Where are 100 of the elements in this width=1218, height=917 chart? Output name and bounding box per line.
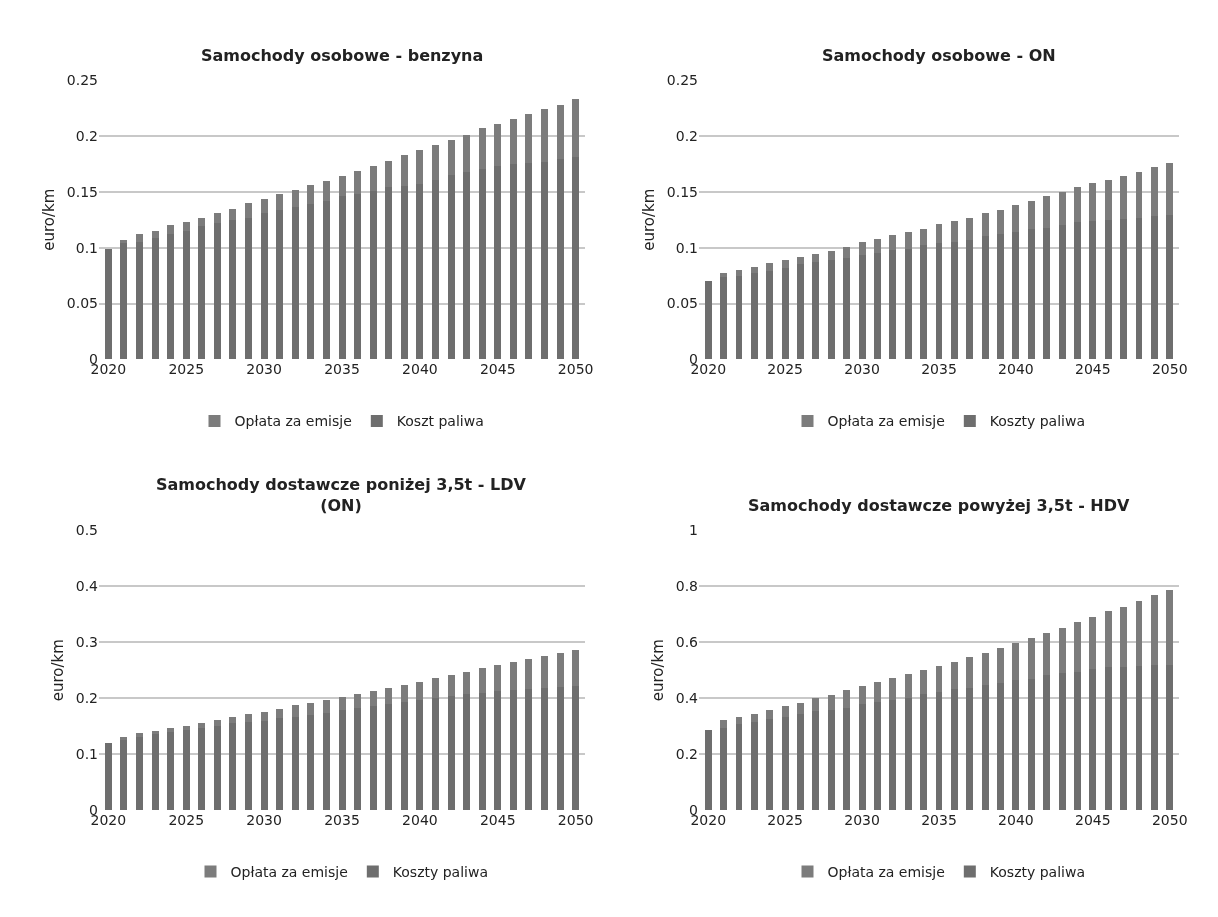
bar [541, 161, 548, 360]
bar [797, 702, 804, 714]
bar [494, 166, 502, 360]
bar [120, 737, 128, 740]
bar [1074, 187, 1081, 222]
bar [525, 113, 533, 163]
bar [1150, 665, 1158, 810]
bar [338, 196, 346, 360]
bar [1027, 678, 1035, 810]
bar [1120, 667, 1128, 810]
bar [1043, 675, 1051, 810]
bar [812, 254, 820, 263]
bar [525, 162, 533, 360]
legend-label: Opłata za emisje [230, 863, 348, 880]
bar [463, 671, 471, 695]
bar [750, 713, 758, 722]
bar [400, 154, 408, 187]
bar [1058, 191, 1066, 226]
legend-label: Koszt paliwa [396, 413, 484, 430]
y-tick-label: 1 [689, 522, 698, 539]
bar [1120, 218, 1128, 360]
bar [1120, 176, 1128, 219]
bar [541, 688, 548, 810]
bar [1074, 221, 1081, 360]
x-tick-label: 2050 [557, 811, 594, 828]
bar [245, 217, 253, 360]
bar [827, 694, 835, 710]
bar [307, 204, 315, 360]
x-tick-label: 2040 [998, 811, 1034, 828]
bar [920, 228, 928, 246]
bar [1012, 232, 1020, 360]
bar [858, 704, 866, 810]
bar [1089, 220, 1097, 360]
y-axis-title: euro/km [40, 188, 59, 251]
bar [447, 175, 455, 360]
bar [766, 271, 774, 360]
bar [245, 202, 253, 218]
chart-title: Samochody osobowe - benzyna [201, 46, 484, 65]
bar [400, 684, 408, 702]
bar [509, 661, 517, 690]
bar [858, 255, 866, 360]
bar [182, 221, 190, 231]
bar [797, 256, 804, 265]
bar [167, 727, 175, 733]
x-tick-label: 2040 [998, 361, 1034, 378]
bar [827, 251, 835, 260]
bar [827, 259, 835, 360]
bar [338, 176, 346, 197]
bar [369, 166, 377, 191]
bar [431, 144, 439, 180]
bar [750, 273, 758, 360]
bar [198, 727, 206, 810]
bar [260, 213, 268, 360]
bar [997, 234, 1004, 360]
bar [245, 713, 253, 722]
bar [276, 708, 284, 719]
bar [167, 225, 175, 235]
bar [981, 236, 989, 360]
bar [981, 213, 989, 237]
y-tick-label: 0.1 [75, 745, 98, 762]
bar [1104, 219, 1112, 360]
bar [950, 220, 958, 243]
bar [322, 712, 330, 810]
bar [904, 697, 912, 810]
x-tick-label: 2050 [1151, 811, 1188, 828]
y-tick-label: 0.1 [75, 239, 98, 256]
bar [1089, 669, 1097, 810]
bar [781, 716, 789, 810]
bar [229, 219, 237, 360]
bar [478, 169, 486, 360]
bar [843, 707, 851, 810]
legend-label: Opłata za emisje [827, 863, 945, 880]
x-tick-label: 2035 [324, 811, 360, 828]
bar [766, 709, 774, 720]
bar [182, 725, 190, 731]
bar [950, 661, 958, 690]
bar [1012, 205, 1020, 233]
bar [260, 711, 268, 721]
legend-label: Koszty paliwa [392, 863, 489, 880]
bar [966, 217, 974, 240]
bar [182, 730, 190, 810]
bar [874, 682, 881, 703]
bar [322, 180, 330, 201]
bar [229, 208, 237, 220]
bar [509, 119, 517, 164]
bar [385, 703, 393, 810]
x-tick-label: 2045 [1075, 811, 1111, 828]
y-tick-label: 0.15 [66, 183, 98, 200]
bar [447, 674, 455, 697]
x-tick-label: 2030 [844, 811, 880, 828]
y-tick-label: 0.5 [75, 522, 98, 539]
bar [136, 733, 143, 738]
bar [812, 710, 820, 810]
bar [904, 248, 912, 360]
bar [874, 253, 881, 360]
bar [136, 234, 143, 243]
chart-title: Samochody dostawcze poniżej 3,5t - LDV (ON) [156, 475, 527, 515]
y-tick-label: 0.1 [675, 239, 698, 256]
bar [735, 270, 743, 276]
bar [431, 678, 439, 699]
